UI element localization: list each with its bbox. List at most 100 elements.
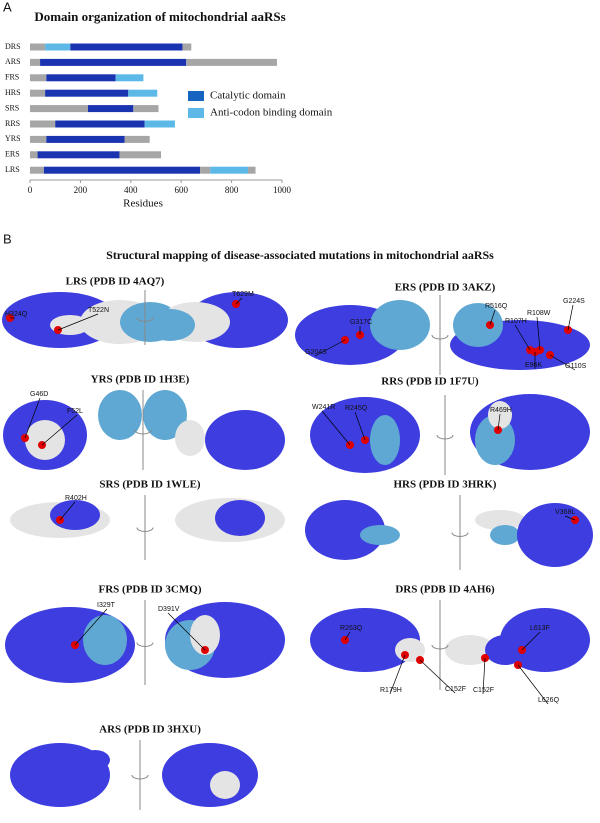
bar-segment: [46, 74, 116, 82]
x-tick-label: 1000: [273, 185, 292, 195]
mutation-pointer: [514, 324, 531, 351]
mutation-label: G317C: [350, 319, 372, 326]
y-tick-label: HRS: [5, 88, 21, 97]
panel-title: Structural mapping of disease-associated…: [106, 248, 494, 262]
bar-segment: [30, 151, 38, 159]
mutation-label: R179H: [380, 687, 402, 694]
y-tick-label: LRS: [5, 165, 20, 174]
bar-segment: [200, 166, 211, 174]
mutation-pointer: [344, 631, 351, 641]
bar-segment: [119, 151, 162, 159]
mutation-label: G224S: [563, 298, 585, 305]
bar-segment: [30, 135, 47, 143]
mutation-pointer: [354, 411, 366, 441]
protein-surface: [485, 635, 525, 665]
structure-title: YRS (PDB ID 1H3E): [91, 374, 190, 386]
rotation-arrow: [134, 429, 152, 435]
legend-label: Catalytic domain: [210, 90, 286, 102]
mutation-label: H324Q: [5, 311, 28, 318]
protein-surface: [215, 500, 265, 536]
x-tick-label: 200: [74, 185, 88, 195]
x-tick-label: 400: [124, 185, 138, 195]
bar-segment: [30, 166, 44, 174]
mutation-pointer: [536, 316, 541, 351]
protein-surface: [453, 303, 503, 347]
mutation-pointer: [389, 654, 406, 695]
x-tick-label: 0: [28, 185, 33, 195]
bar-segment: [124, 135, 150, 143]
bar-segment: [70, 43, 183, 51]
mutation-label: L626Q: [538, 697, 560, 704]
bar-segment: [30, 120, 56, 128]
x-tick-label: 800: [225, 185, 239, 195]
mutation-pointer: [419, 659, 456, 694]
mutation-pointer: [167, 612, 206, 651]
bar-segment: [45, 89, 129, 97]
mutation-label: W241R: [312, 404, 335, 411]
protein-surface: [80, 750, 110, 770]
protein-surface: [190, 615, 220, 655]
mutation-pointer: [314, 339, 346, 357]
structure-title: SRS (PDB ID 1WLE): [99, 479, 200, 491]
bar-segment: [182, 43, 192, 51]
structure-title: RRS (PDB ID 1F7U): [381, 376, 479, 388]
bar-segment: [186, 58, 277, 66]
mutation-label: L613F: [530, 625, 550, 632]
bar-segment: [247, 166, 256, 174]
bar-segment: [43, 166, 201, 174]
bar-segment: [45, 43, 71, 51]
mutation-pointer: [489, 309, 496, 326]
structure-title: ARS (PDB ID 3HXU): [99, 724, 201, 736]
legend-swatch: [188, 91, 204, 101]
protein-surface: [360, 525, 400, 545]
y-tick-label: YRS: [5, 134, 21, 143]
bar-segment: [115, 74, 144, 82]
panel-label: A: [3, 0, 12, 14]
mutation-label: R107H: [505, 318, 527, 325]
mutation-pointer: [59, 501, 76, 521]
mutation-label: F52L: [67, 408, 83, 415]
y-tick-label: FRS: [5, 73, 19, 82]
mutation-pointer: [549, 354, 576, 371]
mutation-label: E96K: [525, 362, 542, 369]
y-tick-label: DRS: [5, 42, 21, 51]
mutation-label: G110S: [565, 363, 587, 370]
structure-title: DRS (PDB ID 4AH6): [395, 584, 495, 596]
mutation-label: T522N: [88, 307, 109, 314]
y-tick-label: ARS: [5, 57, 21, 66]
protein-surface: [370, 415, 400, 465]
rotation-arrow: [436, 434, 454, 440]
protein-surface: [370, 300, 430, 350]
bar-segment: [37, 151, 120, 159]
mutation-pointer: [41, 414, 78, 446]
bar-segment: [30, 74, 47, 82]
mutation-label: G204S: [305, 349, 327, 356]
mutation-label: R469H: [490, 407, 512, 414]
panel-label: B: [3, 231, 12, 246]
protein-surface: [50, 500, 100, 530]
bar-segment: [40, 58, 187, 66]
mutation-label: R402H: [65, 495, 87, 502]
mutation-label: C152F: [473, 687, 494, 694]
mutation-pointer: [235, 297, 243, 305]
mutation-pointer: [517, 664, 549, 705]
protein-surface: [490, 525, 520, 545]
bar-segment: [128, 89, 158, 97]
bar-segment: [144, 120, 175, 128]
mutation-label: G46D: [30, 391, 48, 398]
mutation-label: R245Q: [345, 405, 368, 412]
mutation-label: R108W: [527, 310, 551, 317]
bar-segment: [30, 43, 46, 51]
rotation-arrow: [136, 527, 154, 532]
bar-segment: [210, 166, 248, 174]
y-tick-label: ERS: [5, 150, 20, 159]
mutation-label: T629M: [232, 291, 254, 298]
mutation-pointer: [321, 410, 351, 446]
structure-title: LRS (PDB ID 4AQ7): [66, 276, 165, 288]
structure-title: HRS (PDB ID 3HRK): [394, 479, 497, 491]
protein-surface: [25, 420, 65, 460]
protein-surface: [143, 390, 187, 440]
x-axis-label: Residues: [123, 198, 163, 210]
mutation-label: V368L: [555, 509, 575, 516]
